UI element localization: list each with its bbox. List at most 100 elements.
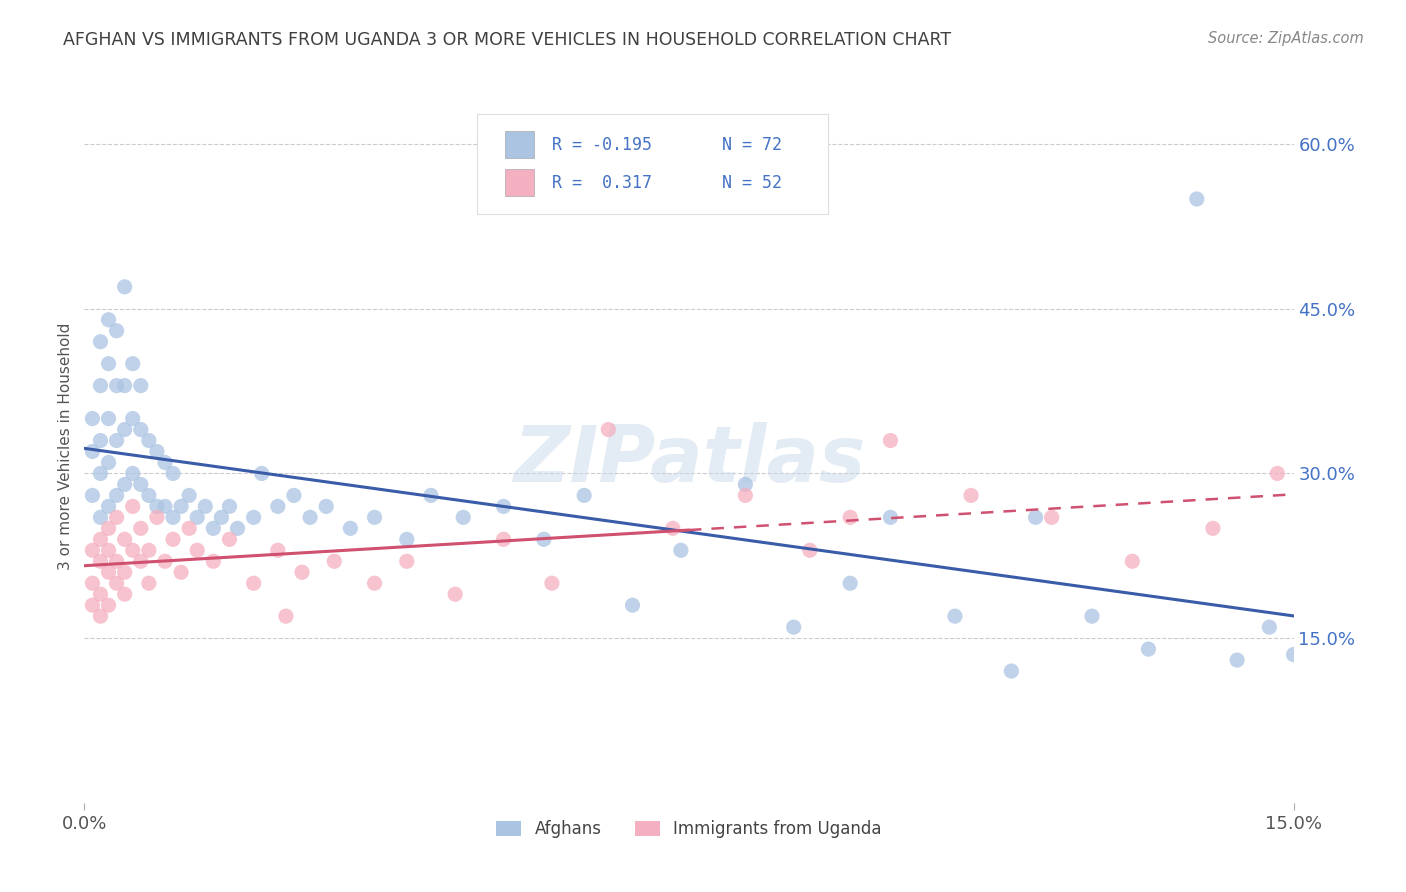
Point [274,609,297,624]
Point [129,554,152,568]
Point [734,488,756,502]
Point [291,566,314,580]
Point [97,543,120,558]
Point [218,533,240,547]
Point [114,280,136,294]
Point [444,587,467,601]
Point [138,576,160,591]
Point [170,500,193,514]
Point [129,521,152,535]
Point [162,467,184,481]
Point [283,488,305,502]
Point [146,510,169,524]
Point [202,521,225,535]
Point [105,576,128,591]
FancyBboxPatch shape [505,169,534,196]
Point [170,566,193,580]
Point [186,543,208,558]
Point [363,576,385,591]
Point [97,312,120,326]
Text: R =  0.317: R = 0.317 [553,174,652,192]
FancyBboxPatch shape [505,131,534,159]
Point [82,598,104,612]
Point [97,598,120,612]
Point [138,543,160,558]
Point [82,543,104,558]
Point [89,587,111,601]
Point [146,500,169,514]
Point [105,378,128,392]
Point [105,510,128,524]
Point [621,598,644,612]
Point [82,488,104,502]
Point [179,521,201,535]
Point [218,500,240,514]
Point [89,533,111,547]
Point [138,488,160,502]
Point [267,543,290,558]
Point [129,378,152,392]
Point [105,488,128,502]
Point [250,467,273,481]
Point [82,444,104,458]
Point [97,566,120,580]
Point [121,411,143,425]
Text: N = 52: N = 52 [721,174,782,192]
Point [339,521,361,535]
Point [323,554,346,568]
Point [492,533,515,547]
Point [162,510,184,524]
Point [114,566,136,580]
Point [420,488,443,502]
Point [89,334,111,349]
Point [194,500,217,514]
Point [242,576,264,591]
Point [669,543,692,558]
Point [89,467,111,481]
Point [1025,510,1047,524]
Point [121,500,143,514]
Point [1258,620,1281,634]
Point [114,423,136,437]
Point [1185,192,1208,206]
Point [105,554,128,568]
Point [572,488,595,502]
Point [395,533,418,547]
Point [315,500,337,514]
Point [97,455,120,469]
Point [492,500,515,514]
Point [1267,467,1289,481]
Point [879,510,901,524]
Point [202,554,225,568]
Point [1040,510,1063,524]
Point [129,423,152,437]
Point [121,357,143,371]
Point [121,543,143,558]
Point [799,543,821,558]
Point [226,521,249,535]
Point [395,554,418,568]
Point [82,411,104,425]
Point [121,467,143,481]
Point [105,324,128,338]
Point [114,533,136,547]
Point [1137,642,1160,657]
Point [451,510,474,524]
Point [299,510,322,524]
Legend: Afghans, Immigrants from Uganda: Afghans, Immigrants from Uganda [489,814,889,845]
Point [97,521,120,535]
Point [1226,653,1249,667]
Point [89,434,111,448]
Point [97,411,120,425]
FancyBboxPatch shape [478,114,828,214]
Point [114,587,136,601]
Point [153,455,176,469]
Point [363,510,385,524]
Point [1202,521,1225,535]
Point [879,434,901,448]
Point [153,500,176,514]
Point [89,378,111,392]
Point [146,444,169,458]
Point [1000,664,1022,678]
Text: R = -0.195: R = -0.195 [553,136,652,153]
